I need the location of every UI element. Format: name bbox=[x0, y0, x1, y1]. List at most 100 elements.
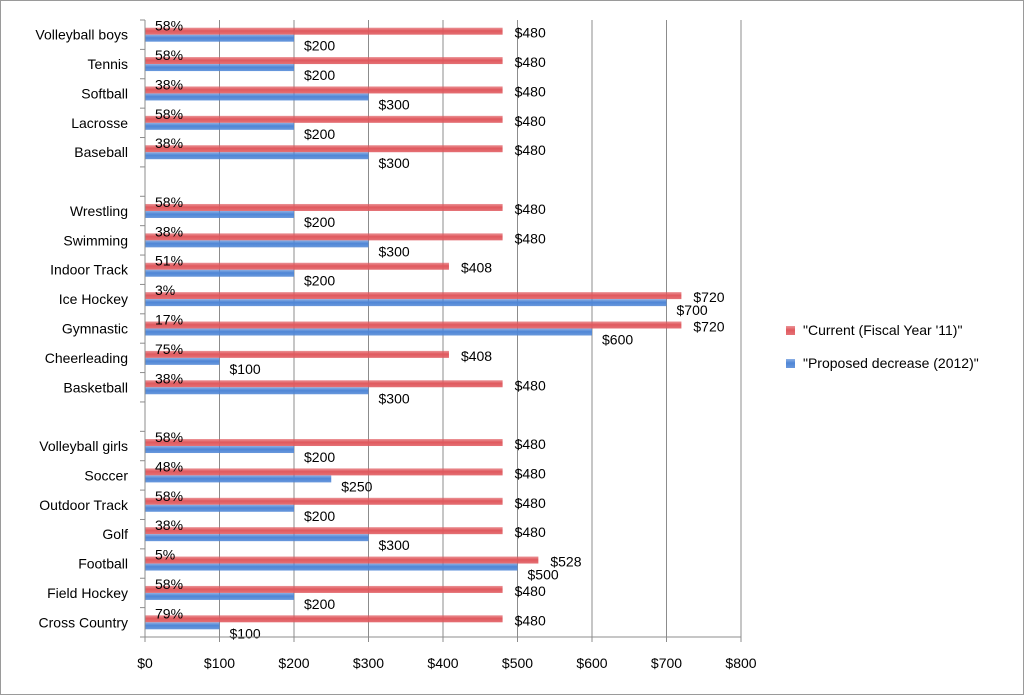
value-label-current: $480 bbox=[515, 495, 546, 511]
bar-proposed bbox=[145, 563, 518, 571]
category-label: Volleyball boys bbox=[35, 27, 128, 43]
bar-current bbox=[145, 439, 503, 447]
value-label-proposed: $200 bbox=[304, 126, 335, 142]
bar-proposed bbox=[145, 34, 294, 42]
bar-current bbox=[145, 615, 503, 623]
percent-label: 5% bbox=[155, 547, 175, 563]
value-label-proposed: $500 bbox=[528, 567, 559, 583]
category-label: Outdoor Track bbox=[39, 497, 129, 513]
bar-current bbox=[145, 527, 503, 535]
category-label: Volleyball girls bbox=[39, 438, 128, 454]
category-label: Cross Country bbox=[39, 614, 128, 630]
percent-label: 3% bbox=[155, 282, 175, 298]
value-label-current: $480 bbox=[515, 25, 546, 41]
bar-proposed bbox=[145, 210, 294, 218]
value-label-current: $480 bbox=[515, 612, 546, 628]
bar-current bbox=[145, 115, 503, 123]
value-label-proposed: $200 bbox=[304, 38, 335, 54]
bar-current bbox=[145, 468, 503, 476]
value-label-current: $528 bbox=[550, 554, 581, 570]
category-label: Cheerleading bbox=[45, 350, 128, 366]
category-label: Ice Hockey bbox=[59, 291, 128, 307]
axes: $0 $100 $200 $300 $400 $500 $600 $700 $800 bbox=[137, 19, 757, 671]
value-label-current: $480 bbox=[515, 83, 546, 99]
percent-label: 17% bbox=[155, 312, 183, 328]
value-label-current: $720 bbox=[693, 319, 724, 335]
percent-label: 58% bbox=[155, 47, 183, 63]
value-label-current: $480 bbox=[515, 583, 546, 599]
category-label: Wrestling bbox=[70, 203, 128, 219]
x-tick-label: $200 bbox=[278, 655, 309, 671]
value-label-proposed: $250 bbox=[341, 478, 372, 494]
legend-label: "Proposed decrease (2012)" bbox=[803, 355, 979, 371]
percent-label: 58% bbox=[155, 18, 183, 34]
labels: Volleyball boys $480 $200 58% Tennis $480 $200… bbox=[35, 18, 724, 642]
value-label-current: $480 bbox=[515, 377, 546, 393]
bar-proposed bbox=[145, 387, 369, 395]
category-label: Basketball bbox=[63, 379, 128, 395]
value-label-proposed: $100 bbox=[230, 625, 261, 641]
bar-proposed bbox=[145, 64, 294, 72]
category-label: Softball bbox=[81, 85, 128, 101]
bar-current bbox=[145, 292, 682, 300]
percent-label: 58% bbox=[155, 576, 183, 592]
value-label-proposed: $700 bbox=[677, 302, 708, 318]
category-label: Indoor Track bbox=[50, 262, 129, 278]
category-label: Lacrosse bbox=[71, 115, 128, 131]
bar-current bbox=[145, 203, 503, 211]
bar-current bbox=[145, 27, 503, 35]
bar-current bbox=[145, 380, 503, 388]
value-label-current: $408 bbox=[461, 260, 492, 276]
percent-label: 48% bbox=[155, 458, 183, 474]
bar-current bbox=[145, 497, 503, 505]
percent-label: 58% bbox=[155, 488, 183, 504]
category-label: Football bbox=[78, 556, 128, 572]
category-label: Baseball bbox=[74, 144, 128, 160]
bar-current bbox=[145, 86, 503, 94]
category-label: Swimming bbox=[63, 232, 128, 248]
bar-current bbox=[145, 321, 682, 329]
bar-proposed bbox=[145, 622, 220, 630]
bar-proposed bbox=[145, 446, 294, 454]
percent-label: 75% bbox=[155, 341, 183, 357]
x-tick-label: $700 bbox=[651, 655, 682, 671]
value-label-proposed: $200 bbox=[304, 449, 335, 465]
bars bbox=[145, 27, 682, 630]
value-label-current: $480 bbox=[515, 201, 546, 217]
value-label-current: $480 bbox=[515, 524, 546, 540]
bar-proposed bbox=[145, 152, 369, 160]
value-label-proposed: $200 bbox=[304, 596, 335, 612]
bar-proposed bbox=[145, 299, 667, 307]
value-label-proposed: $300 bbox=[379, 155, 410, 171]
value-label-proposed: $600 bbox=[602, 332, 633, 348]
value-label-proposed: $200 bbox=[304, 67, 335, 83]
category-label: Field Hockey bbox=[47, 585, 128, 601]
bar-proposed bbox=[145, 504, 294, 512]
value-label-proposed: $300 bbox=[379, 537, 410, 553]
category-label: Gymnastic bbox=[62, 321, 128, 337]
bar-proposed bbox=[145, 534, 369, 542]
percent-label: 38% bbox=[155, 76, 183, 92]
percent-label: 38% bbox=[155, 135, 183, 151]
bar-current bbox=[145, 556, 539, 564]
legend-label: "Current (Fiscal Year '11)" bbox=[803, 322, 962, 338]
category-label: Golf bbox=[102, 526, 128, 542]
bar-current bbox=[145, 585, 503, 593]
percent-label: 38% bbox=[155, 517, 183, 533]
legend: "Current (Fiscal Year '11)" "Proposed dec… bbox=[786, 322, 979, 371]
x-tick-label: $600 bbox=[576, 655, 607, 671]
value-label-current: $480 bbox=[515, 113, 546, 129]
bar-current bbox=[145, 262, 449, 270]
percent-label: 58% bbox=[155, 194, 183, 210]
legend-swatch bbox=[786, 326, 795, 335]
bar-current bbox=[145, 57, 503, 65]
bar-current bbox=[145, 145, 503, 153]
value-label-current: $480 bbox=[515, 230, 546, 246]
bar-proposed bbox=[145, 93, 369, 101]
value-label-proposed: $300 bbox=[379, 243, 410, 259]
bar-proposed bbox=[145, 357, 220, 365]
value-label-current: $480 bbox=[515, 465, 546, 481]
bar-current bbox=[145, 350, 449, 358]
value-label-proposed: $200 bbox=[304, 508, 335, 524]
